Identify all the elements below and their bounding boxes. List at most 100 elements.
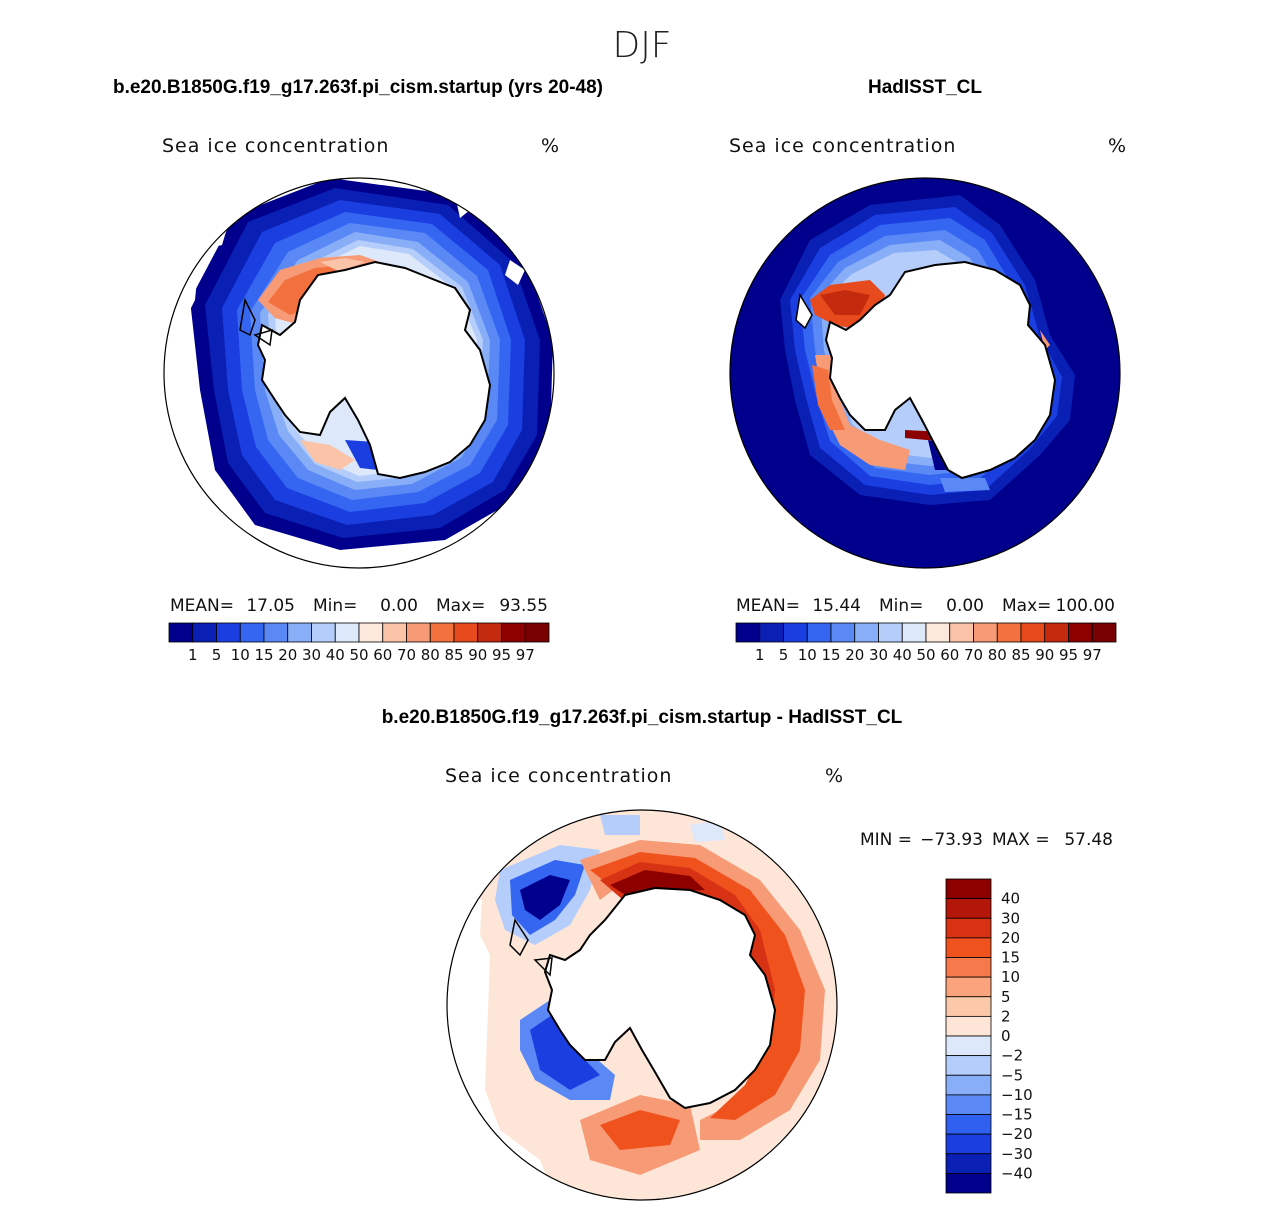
- diff-colorbar-swatch: [945, 898, 992, 919]
- model-colorbar-swatch: [429, 622, 455, 643]
- obs-colorbar-swatch: [1020, 622, 1046, 643]
- model-colorbar-swatch: [501, 622, 526, 643]
- model-colorbar-swatch: [287, 622, 312, 643]
- diff-colorbar-swatch: [945, 1055, 992, 1076]
- model-colorbar-tick-label: 15: [254, 646, 273, 664]
- model-max-label: Max=: [436, 596, 485, 616]
- model-colorbar-tick-label: 30: [302, 646, 321, 664]
- diff-colorbar-swatch: [945, 1094, 992, 1115]
- obs-colorbar: 1 5 10 15 20 30 40 50 60 70 80 85 90 95 97: [735, 622, 1117, 664]
- model-colorbar-tick-label: 40: [326, 646, 345, 664]
- model-colorbar-swatch: [263, 622, 289, 643]
- obs-polar-map: [729, 177, 1121, 569]
- model-max-value: 93.55: [499, 596, 548, 616]
- obs-colorbar-tick-label: 97: [1083, 646, 1102, 664]
- model-colorbar-tick-label: 1: [188, 646, 198, 664]
- obs-colorbar-tick-label: 70: [964, 646, 983, 664]
- diff-variable-label: Sea ice concentration: [445, 765, 672, 787]
- obs-colorbar-swatch: [973, 622, 998, 643]
- obs-min-value: 0.00: [946, 596, 984, 616]
- obs-colorbar-tick-label: 80: [988, 646, 1007, 664]
- model-colorbar-tick-label: 70: [397, 646, 416, 664]
- model-colorbar-swatch: [239, 622, 265, 643]
- obs-colorbar-tick-label: 85: [1011, 646, 1030, 664]
- obs-max-value: 100.00: [1056, 596, 1115, 616]
- diff-colorbar-swatch: [945, 1074, 992, 1096]
- model-panel-title: b.e20.B1850G.f19_g17.263f.pi_cism.startu…: [113, 77, 603, 98]
- diff-max-label: MAX =: [992, 830, 1050, 850]
- diff-colorbar-tick-label: −15: [1001, 1106, 1033, 1124]
- model-colorbar-swatch: [453, 622, 479, 643]
- model-stats: MEAN= 17.05 Min= 0.00 Max= 93.55: [170, 596, 548, 616]
- diff-colorbar-tick-label: 2: [1001, 1007, 1011, 1025]
- diff-colorbar-swatch: [945, 1172, 992, 1194]
- model-colorbar: 1 5 10 15 20 30 40 50 60 70 80 85 90 95 97: [168, 622, 550, 664]
- model-colorbar-swatch: [216, 622, 241, 643]
- model-colorbar-tick-label: 85: [444, 646, 463, 664]
- diff-max-value: 57.48: [1064, 830, 1113, 850]
- model-colorbar-tick-label: 90: [468, 646, 487, 664]
- diff-colorbar-tick-label: −20: [1001, 1125, 1033, 1143]
- diff-colorbar-tick-label: 30: [1001, 909, 1020, 927]
- obs-panel-title: HadISST_CL: [868, 77, 982, 98]
- model-colorbar-tick-label: 60: [373, 646, 392, 664]
- diff-colorbar-swatch: [945, 937, 992, 958]
- obs-min-label: Min=: [879, 596, 923, 616]
- obs-max-label: Max=: [1002, 596, 1051, 616]
- model-colorbar-tick-label: 20: [278, 646, 297, 664]
- diff-colorbar-swatch: [945, 957, 992, 978]
- diff-colorbar-swatch: [945, 1035, 992, 1057]
- model-colorbar-swatch: [477, 622, 502, 643]
- obs-colorbar-tick-label: 50: [916, 646, 935, 664]
- obs-colorbar-swatch: [949, 622, 974, 643]
- obs-mean-label: MEAN=: [736, 596, 800, 616]
- obs-colorbar-swatch: [759, 622, 784, 643]
- obs-colorbar-tick-label: 40: [893, 646, 912, 664]
- model-polar-map: [163, 177, 555, 569]
- obs-units-label: %: [1108, 135, 1126, 157]
- model-colorbar-tick-label: 5: [212, 646, 222, 664]
- obs-colorbar-tick-label: 15: [821, 646, 840, 664]
- diff-colorbar-swatch: [945, 996, 992, 1017]
- obs-colorbar-swatch: [878, 622, 903, 643]
- model-colorbar-tick-label: 97: [516, 646, 535, 664]
- diff-colorbar-swatch: [945, 1153, 992, 1174]
- diff-colorbar-tick-label: −40: [1001, 1164, 1033, 1182]
- diff-units-label: %: [825, 765, 843, 787]
- obs-colorbar-swatch: [901, 622, 927, 643]
- obs-colorbar-swatch: [854, 622, 879, 643]
- diff-colorbar-tick-label: −10: [1001, 1086, 1033, 1104]
- diff-colorbar-tick-label: 20: [1001, 929, 1020, 947]
- diff-colorbar-tick-label: 10: [1001, 968, 1020, 986]
- model-mean-label: MEAN=: [170, 596, 234, 616]
- obs-colorbar-tick-label: 90: [1035, 646, 1054, 664]
- diff-colorbar-tick-label: −30: [1001, 1145, 1033, 1163]
- obs-variable-label: Sea ice concentration: [729, 135, 956, 157]
- model-min-label: Min=: [313, 596, 357, 616]
- model-colorbar-tick-label: 80: [421, 646, 440, 664]
- obs-colorbar-swatch: [996, 622, 1022, 643]
- diff-colorbar-tick-label: 0: [1001, 1027, 1011, 1045]
- obs-colorbar-tick-label: 60: [940, 646, 959, 664]
- diff-stats: MIN = −73.93 MAX = 57.48: [860, 830, 1113, 850]
- diff-colorbar-swatch: [945, 917, 992, 939]
- obs-colorbar-tick-label: 5: [779, 646, 789, 664]
- diff-panel-title: b.e20.B1850G.f19_g17.263f.pi_cism.startu…: [382, 707, 903, 728]
- diff-colorbar-tick-label: −5: [1001, 1066, 1023, 1084]
- diff-colorbar-tick-label: 15: [1001, 949, 1020, 967]
- model-colorbar-tick-label: 95: [492, 646, 511, 664]
- model-colorbar-swatch: [406, 622, 431, 643]
- obs-colorbar-swatch: [830, 622, 856, 643]
- diff-colorbar-swatch: [945, 878, 992, 900]
- diff-colorbar-tick-label: 5: [1001, 988, 1011, 1006]
- model-min-value: 0.00: [380, 596, 418, 616]
- model-colorbar-tick-label: 10: [231, 646, 250, 664]
- obs-colorbar-swatch: [735, 622, 761, 643]
- diff-colorbar-swatch: [945, 1133, 992, 1155]
- obs-colorbar-swatch: [806, 622, 832, 643]
- model-colorbar-swatch: [358, 622, 384, 643]
- diff-colorbar-swatch: [945, 976, 992, 998]
- diff-colorbar-tick-label: −2: [1001, 1047, 1023, 1065]
